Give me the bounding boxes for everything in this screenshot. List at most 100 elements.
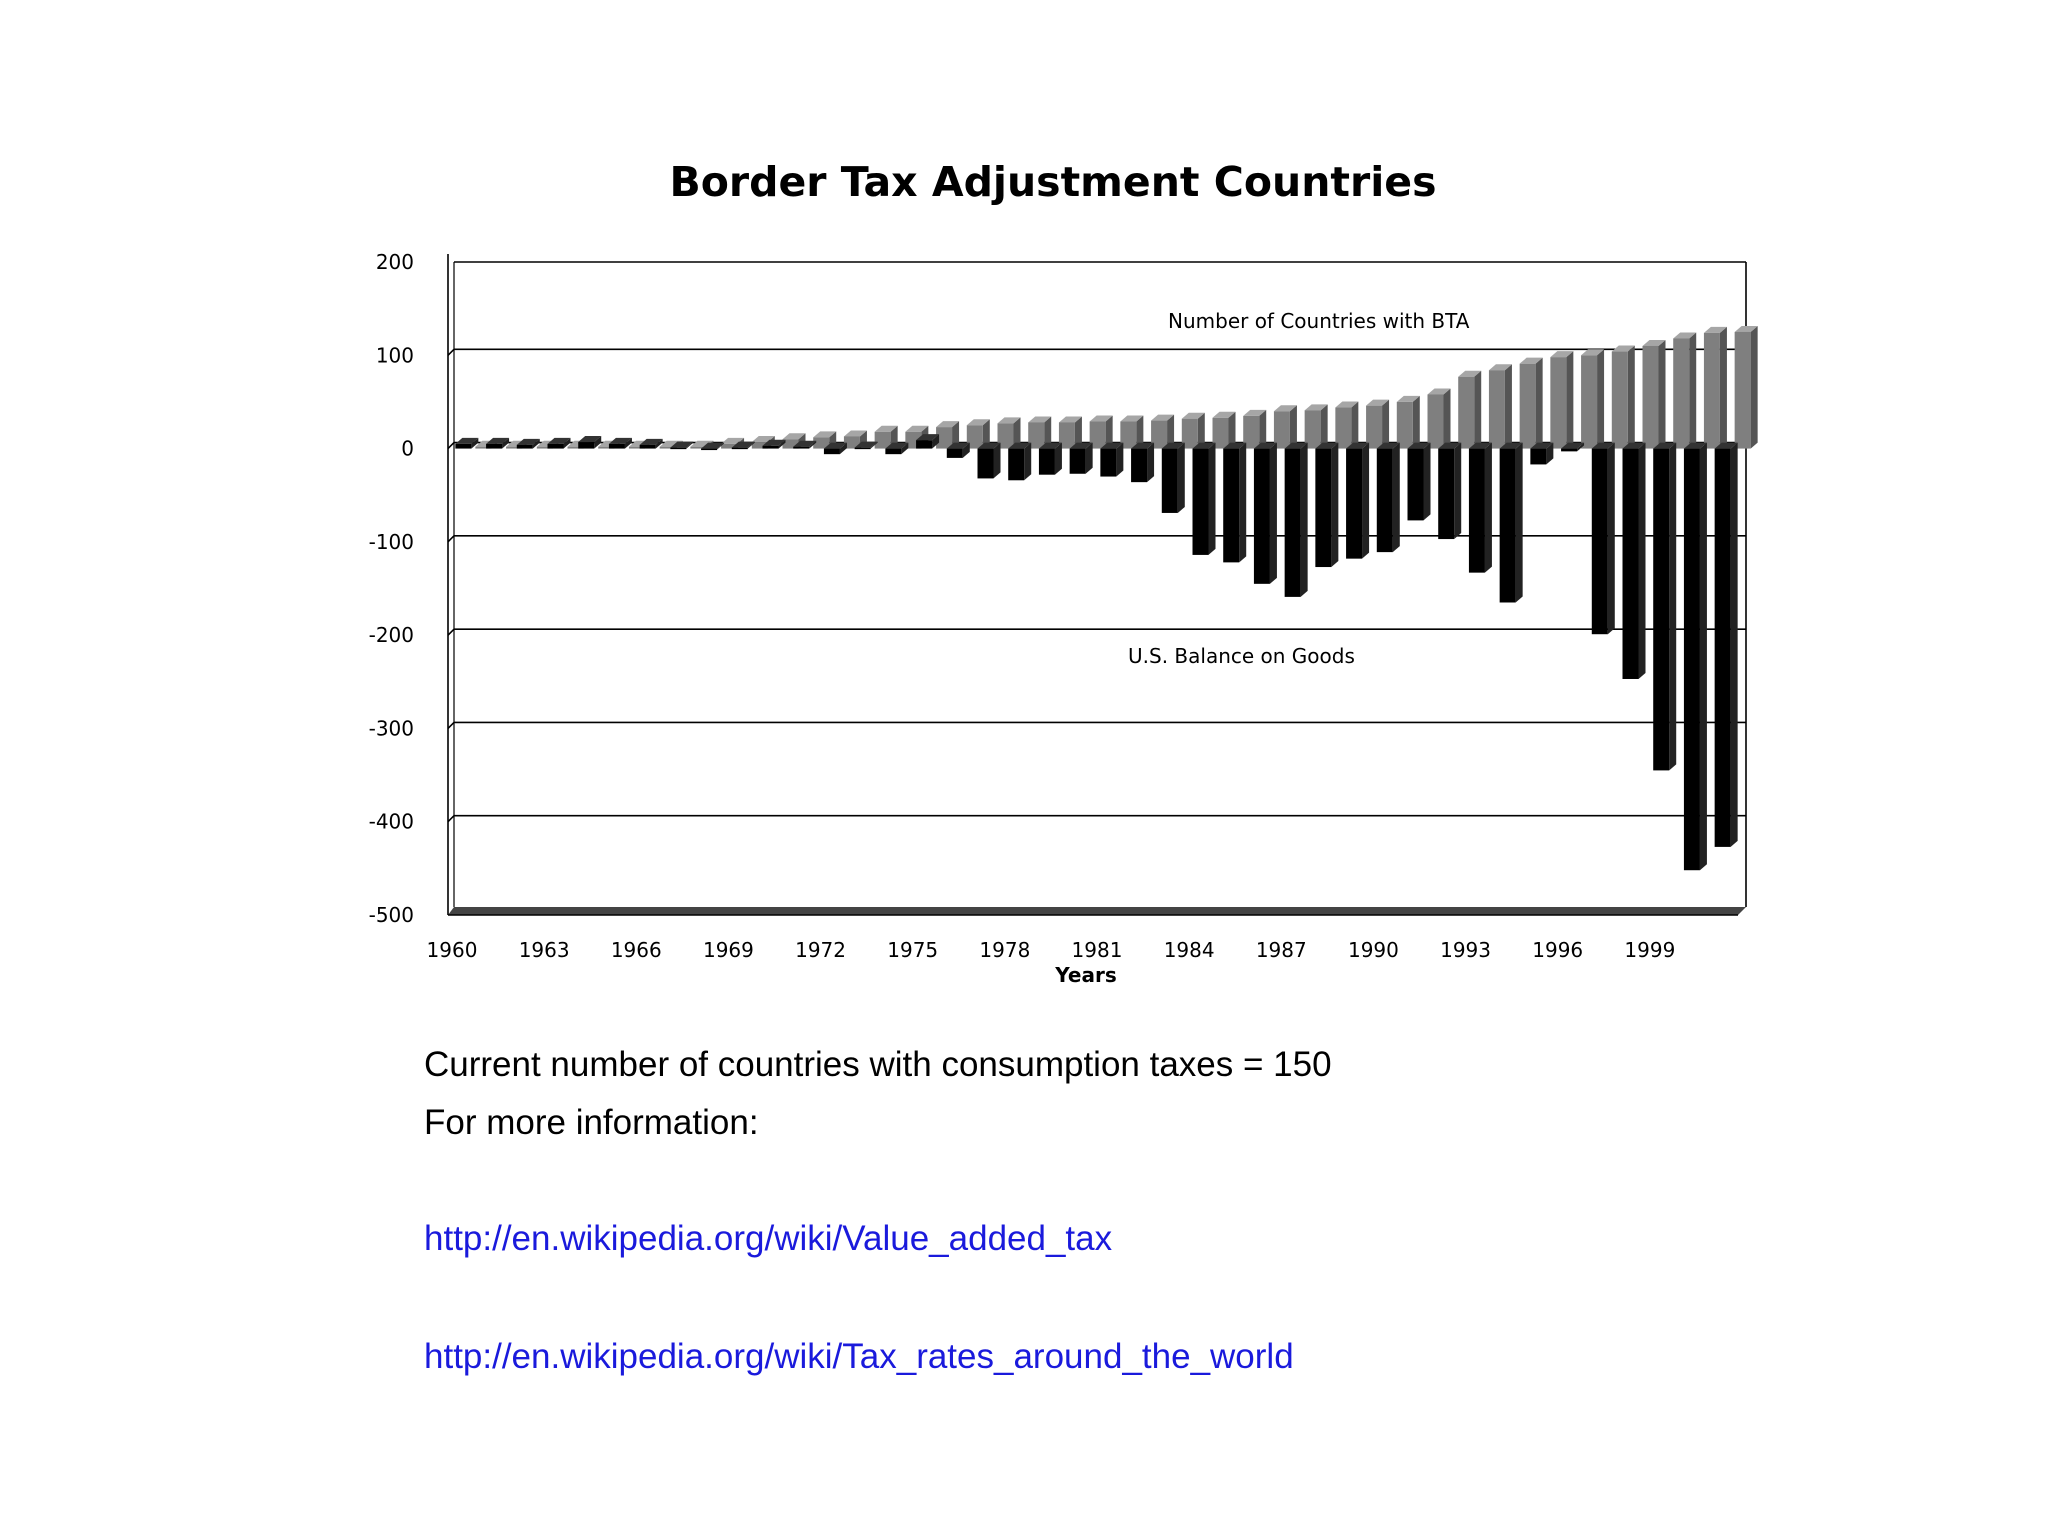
balance-bar-front	[701, 448, 718, 451]
balance-bar-top	[1192, 442, 1216, 449]
bta-count-bar-side	[1412, 395, 1420, 449]
balance-bar	[823, 442, 847, 455]
balance-bar-side	[870, 441, 878, 449]
balance-bar-top	[1161, 442, 1185, 449]
link-tax-rates-around-the-world[interactable]: http://en.wikipedia.org/wiki/Tax_rates_a…	[424, 1337, 1294, 1376]
bta-count-bar-side	[1259, 409, 1267, 449]
balance-bar	[1131, 442, 1155, 483]
balance-bar-top	[486, 437, 510, 444]
balance-bar	[639, 438, 663, 449]
bta-count-bar	[1058, 416, 1082, 449]
bta-count-bar-front	[1089, 421, 1106, 449]
balance-bar-side	[747, 441, 755, 449]
bta-count-bar-side	[1136, 415, 1144, 449]
balance-bar-top	[701, 442, 725, 449]
balance-bar-side	[1147, 442, 1155, 483]
balance-bar	[793, 440, 817, 449]
more-info-label: For more information:	[424, 1103, 759, 1142]
balance-bar-side	[1177, 442, 1185, 513]
balance-bar-front	[670, 447, 687, 450]
balance-bar	[1622, 442, 1646, 679]
balance-bar-front	[1131, 448, 1148, 483]
bta-count-bar	[1427, 388, 1451, 449]
bta-count-bar-side	[1504, 364, 1512, 449]
balance-bar-front	[1253, 448, 1270, 584]
balance-bar-side	[1669, 442, 1677, 771]
balance-bar-front	[1284, 448, 1301, 597]
balance-bar	[1223, 442, 1247, 563]
balance-bar-side	[778, 439, 786, 449]
bta-count-bar-front	[1151, 420, 1168, 449]
bta-count-bar-front	[567, 446, 584, 449]
bta-count-bar-front	[1458, 376, 1475, 449]
balance-bar	[1407, 442, 1431, 521]
balance-bar	[1591, 442, 1615, 635]
x-tick-label: 1981	[1072, 938, 1123, 962]
link-value-added-tax[interactable]: http://en.wikipedia.org/wiki/Value_added…	[424, 1219, 1113, 1258]
balance-bar-front	[1499, 448, 1516, 603]
balance-bar-front	[885, 448, 902, 455]
gridline-tick	[447, 442, 455, 450]
balance-bar-top	[578, 436, 602, 443]
bta-count-bar-front	[1519, 363, 1536, 449]
balance-bar-side	[993, 442, 1001, 479]
bta-count-bar-side	[1627, 345, 1635, 449]
balance-bar-front	[455, 443, 472, 449]
bta-count-bar-top	[1058, 416, 1082, 423]
x-tick-label: 1993	[1440, 938, 1491, 962]
balance-bar-front	[1376, 448, 1393, 553]
balance-bar-top	[547, 437, 571, 444]
bta-count-bar-top	[936, 421, 960, 428]
bta-count-bar-top	[966, 419, 990, 426]
balance-bar	[1100, 442, 1124, 477]
balance-bar-top	[1284, 442, 1308, 449]
balance-bar	[1253, 442, 1277, 584]
bta-count-bar	[997, 417, 1021, 449]
bta-count-bar-top	[997, 417, 1021, 424]
annotation-bta-count: Number of Countries with BTA	[1168, 309, 1470, 333]
bta-count-bar-front	[598, 446, 615, 449]
bta-count-bar-side	[1658, 339, 1666, 449]
bta-count-bar-front	[506, 446, 523, 449]
bta-count-bar-front	[1673, 338, 1690, 449]
balance-bar-top	[1530, 442, 1554, 449]
balance-bar-top	[1561, 442, 1585, 449]
bta-count-bar-top	[1212, 411, 1236, 418]
balance-bar-side	[1607, 442, 1615, 635]
balance-bar-side	[1546, 442, 1554, 465]
balance-bar	[1161, 442, 1185, 513]
bta-count-bar-front	[1734, 331, 1751, 449]
balance-bar-top	[516, 438, 540, 445]
gridline-tick	[447, 815, 455, 823]
bta-count-bar-side	[1382, 399, 1390, 449]
balance-bar-top	[608, 437, 632, 444]
balance-bar	[977, 442, 1001, 479]
balance-bar-top	[916, 434, 940, 441]
bta-count-bar-top	[905, 425, 929, 432]
balance-bar-side	[1239, 442, 1247, 563]
consumption-tax-note: Current number of countries with consump…	[424, 1045, 1332, 1084]
balance-bar-front	[1223, 448, 1240, 563]
bta-count-bar-side	[1167, 414, 1175, 449]
balance-bar-top	[1346, 442, 1370, 449]
bta-count-bar-top	[1396, 395, 1420, 402]
balance-bar-top	[1376, 442, 1400, 449]
y-tick-label: 100	[376, 343, 414, 367]
balance-bar	[854, 441, 878, 450]
gridline-tick	[447, 721, 455, 729]
bta-count-bar-front	[1703, 332, 1720, 449]
balance-bar-top	[1468, 442, 1492, 449]
x-tick-label: 1966	[611, 938, 662, 962]
bta-count-bar-side	[1566, 351, 1574, 449]
x-tick-label: 1996	[1532, 938, 1583, 962]
balance-bar-side	[901, 442, 909, 455]
balance-bar-top	[1038, 442, 1062, 449]
balance-bar-front	[1315, 448, 1332, 568]
bta-count-bar-front	[1611, 351, 1628, 449]
bta-count-bar-side	[1719, 326, 1727, 449]
bta-count-bar-front	[1427, 394, 1444, 449]
bta-count-bars	[475, 325, 1758, 449]
balance-bar-side	[1300, 442, 1308, 597]
balance-bar-top	[1253, 442, 1277, 449]
balance-bar-front	[1407, 448, 1424, 521]
